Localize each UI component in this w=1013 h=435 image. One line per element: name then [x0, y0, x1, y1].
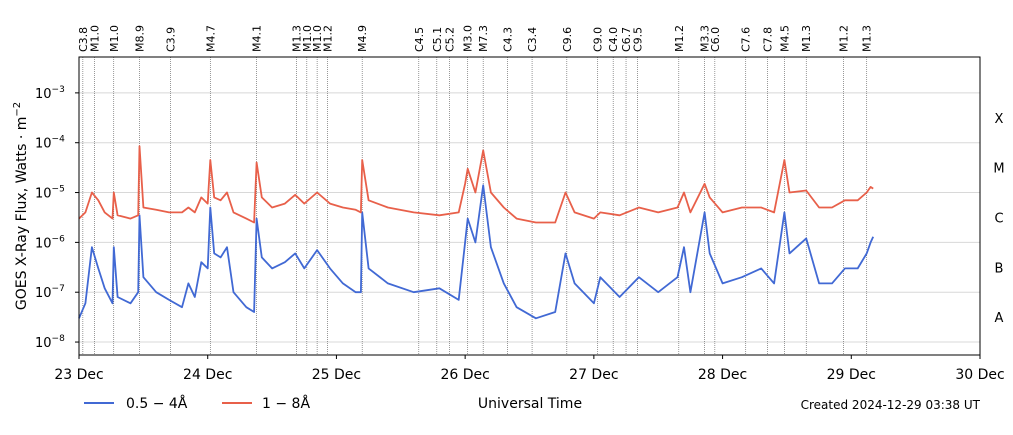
- flare-label: M3.0: [462, 25, 475, 52]
- created-timestamp: Created 2024-12-29 03:38 UT: [801, 398, 981, 412]
- y-tick-label: 10−7: [35, 284, 65, 301]
- y-tick-label: 10−6: [35, 234, 65, 251]
- flare-class-label: B: [995, 261, 1004, 276]
- x-tick-label: 26 Dec: [440, 367, 489, 383]
- flare-label: C9.6: [561, 27, 574, 52]
- flare-label: M1.0: [311, 25, 324, 52]
- flare-label: M4.5: [778, 25, 791, 52]
- y-tick-label: 10−4: [35, 135, 65, 152]
- flare-label: C4.5: [413, 27, 426, 52]
- series-line-long: [78, 145, 874, 224]
- flare-label: M1.3: [861, 25, 874, 52]
- flare-label: M4.9: [356, 25, 369, 52]
- x-tick-label: 25 Dec: [312, 367, 361, 383]
- flare-label: C3.8: [77, 27, 90, 52]
- x-tick-label: 29 Dec: [827, 367, 876, 383]
- x-tick-label: 24 Dec: [183, 367, 232, 383]
- flare-class-label: C: [994, 211, 1003, 226]
- flare-label: M3.3: [699, 25, 712, 52]
- flare-label: C3.9: [164, 27, 177, 52]
- flare-label: M4.7: [204, 25, 217, 52]
- flare-class-labels: A B C M X: [993, 112, 1004, 326]
- y-axis: 10−8 10−7 10−6 10−5 10−4 10−3: [35, 85, 79, 351]
- x-tick-label: 23 Dec: [54, 367, 103, 383]
- flare-class-label: A: [995, 311, 1004, 326]
- flare-label: C7.6: [740, 27, 753, 52]
- y-tick-label: 10−5: [35, 185, 65, 202]
- flare-label: M1.2: [321, 25, 334, 52]
- flare-label: C4.0: [607, 27, 620, 52]
- flare-label: M1.3: [800, 25, 813, 52]
- x-axis: 23 Dec 24 Dec 25 Dec 26 Dec 27 Dec 28 Dec 29 D…: [54, 355, 1005, 383]
- flare-label: M1.3: [291, 25, 304, 52]
- flare-label: M8.9: [133, 25, 146, 52]
- legend: 0.5 − 4Å 1 − 8Å: [84, 395, 310, 412]
- flare-markers: C3.8M1.0 M1.0 M8.9 C3.9 M4.7 M4.1 M1.3M1.0M1.0…: [77, 25, 874, 355]
- grid: [79, 92, 980, 343]
- flare-label: M1.2: [838, 25, 851, 52]
- x-tick-label: 28 Dec: [698, 367, 747, 383]
- flare-label: C9.5: [632, 27, 645, 52]
- series-line-short: [78, 184, 875, 320]
- y-tick-label: 10−8: [35, 334, 65, 351]
- flare-label: C4.3: [502, 27, 515, 52]
- x-axis-label: Universal Time: [478, 396, 582, 412]
- flare-label: C5.1: [431, 27, 444, 52]
- flare-label: C6.7: [620, 27, 633, 52]
- flare-label: M1.0: [301, 25, 314, 52]
- flare-label: M1.0: [88, 25, 101, 52]
- series-lines: [78, 145, 875, 320]
- flare-label: C9.0: [592, 27, 605, 52]
- flare-label: C5.2: [444, 27, 457, 52]
- x-tick-label: 27 Dec: [569, 367, 618, 383]
- flare-label: C7.8: [762, 27, 775, 52]
- legend-label-long: 1 − 8Å: [262, 395, 310, 412]
- flare-class-label: X: [995, 112, 1004, 127]
- flare-label: C6.0: [709, 27, 722, 52]
- flare-label: M1.2: [673, 25, 686, 52]
- y-tick-label: 10−3: [35, 85, 65, 102]
- flare-label: M7.3: [477, 25, 490, 52]
- plot-frame: [78, 56, 981, 356]
- flare-class-label: M: [993, 162, 1004, 177]
- x-tick-label: 30 Dec: [955, 367, 1004, 383]
- legend-label-short: 0.5 − 4Å: [126, 395, 188, 412]
- flare-label: M4.1: [251, 25, 264, 52]
- flare-label: M1.0: [108, 25, 121, 52]
- y-axis-label: GOES X-Ray Flux, Watts · m−2: [12, 102, 30, 310]
- flare-label: C3.4: [526, 27, 539, 52]
